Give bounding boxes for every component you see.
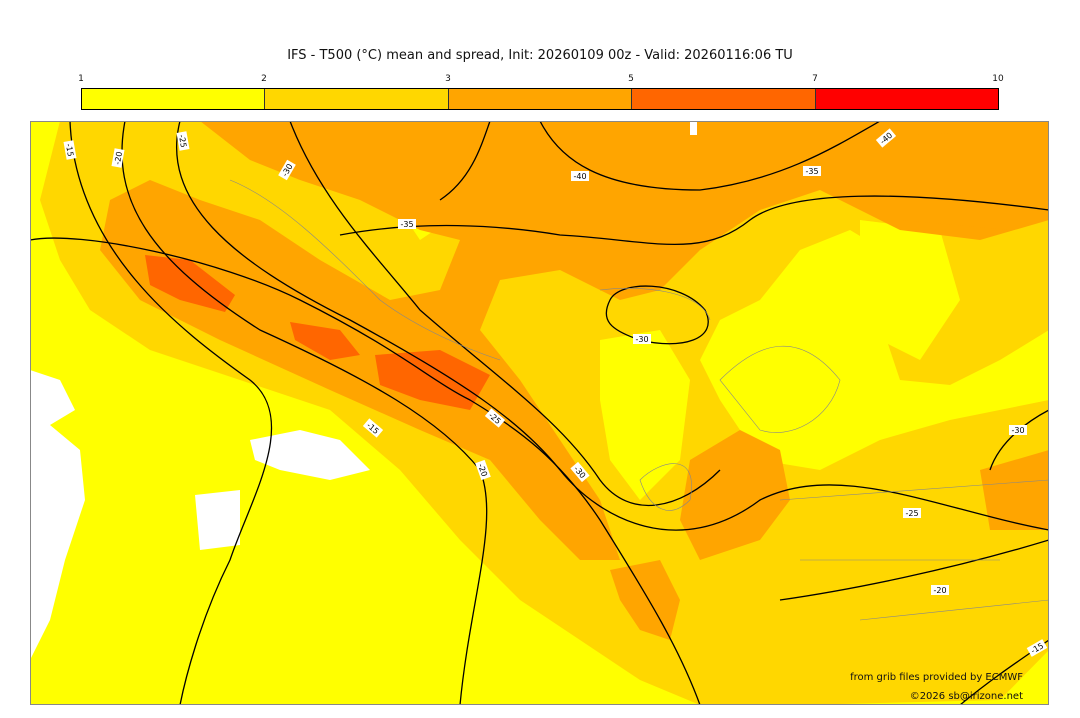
contour-label: -20 [476,462,489,477]
colorbar-tick: 2 [261,74,267,84]
coastlines [229,179,1049,621]
map-frame [30,121,1049,705]
contour-labels: -15 -20 -25 -30 -35 -40 -35 -30 -25 -20 … [63,128,1048,657]
source-credit: from grib files provided by ECMWF [850,672,1023,683]
colorbar-bin [265,89,449,109]
colorbar [81,88,999,110]
spread-orange-patch [610,130,1049,640]
colorbar-tick: 1 [78,74,84,84]
contour-label: -15 [64,143,75,157]
colorbar-tick: 10 [992,74,1004,84]
contour-label: -30 [1011,426,1024,435]
contour-label: -20 [933,586,946,595]
isotherm-contours [30,121,1049,705]
colorbar-tick: 5 [628,74,634,84]
colorbar-bin [815,89,999,109]
contour-label: -35 [400,220,413,229]
contour-label: -25 [905,509,918,518]
colorbar-bin [632,89,816,109]
contour-label: -20 [113,151,124,165]
contour-label: -30 [635,335,648,344]
chart-title: IFS - T500 (°C) mean and spread, Init: 2… [287,48,793,63]
colorbar-tick: 3 [445,74,451,84]
colorbar-tick: 7 [812,74,818,84]
colorbar-bin [82,89,266,109]
colorbar-bin [448,89,633,109]
contour-label: -25 [177,134,188,148]
contour-label: -40 [573,172,586,181]
spread-red-orange [145,255,490,410]
copyright: ©2026 sb@irizone.net [909,691,1023,702]
contour-label: -35 [805,167,818,176]
